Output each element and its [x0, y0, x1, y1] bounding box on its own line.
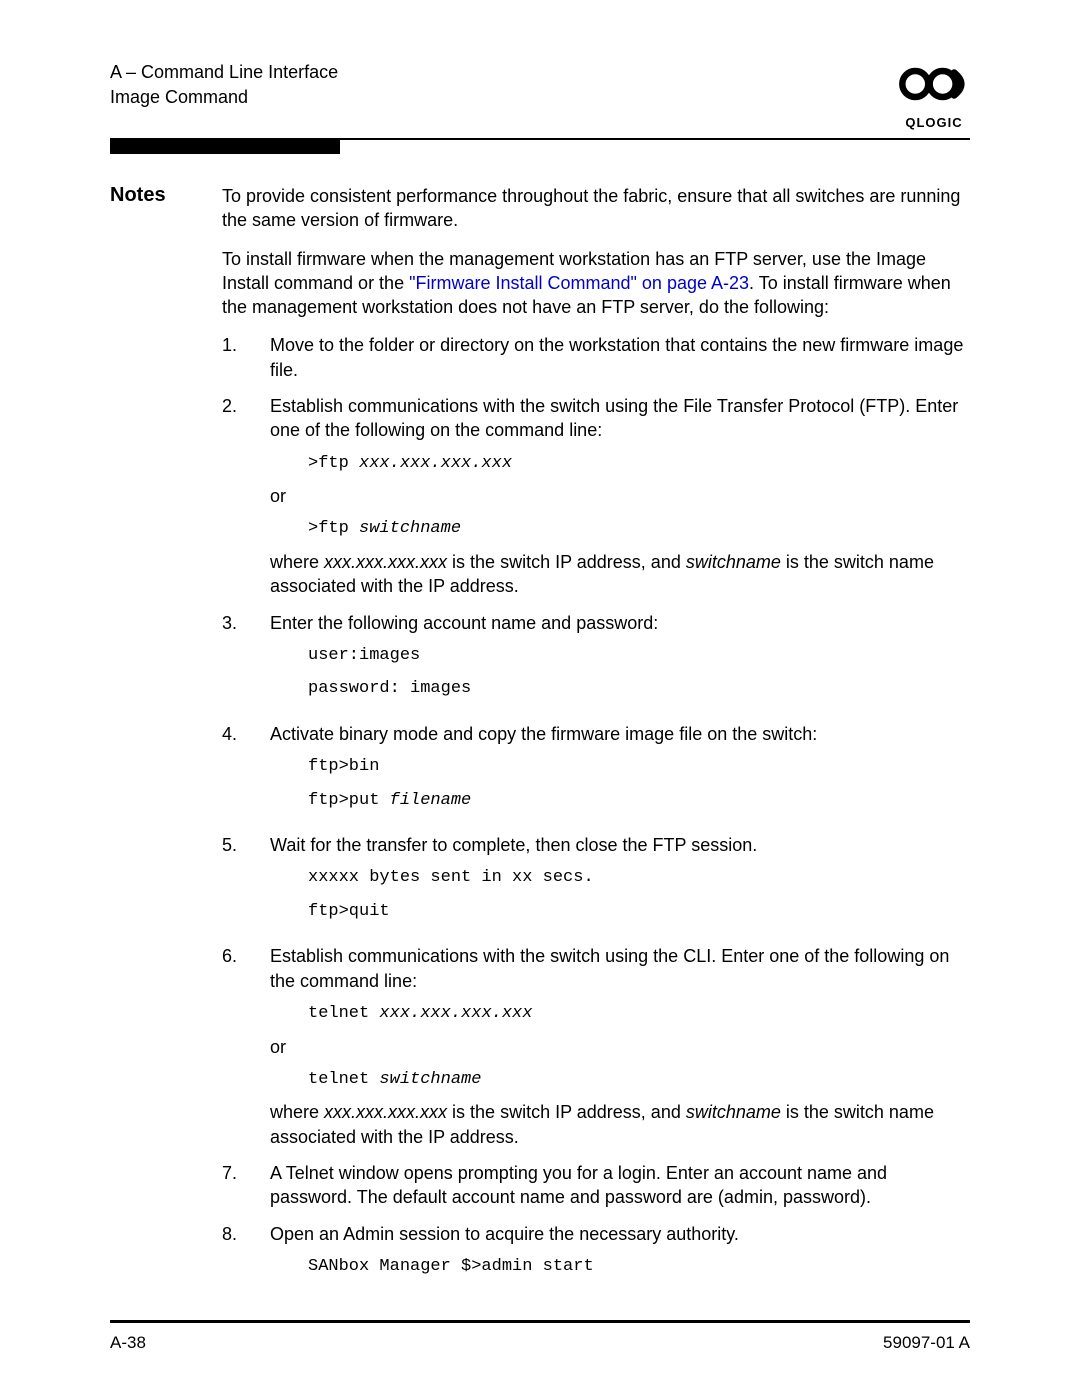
step-1-text: Move to the folder or directory on the w… [270, 333, 970, 382]
header-rule [110, 138, 970, 140]
step-4-text: Activate binary mode and copy the firmwa… [270, 722, 970, 746]
step-8-text: Open an Admin session to acquire the nec… [270, 1222, 970, 1246]
brand-logo: QLOGIC [898, 60, 970, 130]
step-3-code2: password: images [308, 676, 970, 702]
step-2-code1: >ftp xxx.xxx.xxx.xxx [308, 451, 970, 477]
step-2: Establish communications with the switch… [222, 394, 970, 598]
step-7-text: A Telnet window opens prompting you for … [270, 1161, 970, 1210]
step-3-code1: user:images [308, 643, 970, 669]
step-3: Enter the following account name and pas… [222, 611, 970, 710]
step-2-where: where xxx.xxx.xxx.xxx is the switch IP a… [270, 550, 970, 599]
step-8-code1: SANbox Manager $>admin start [308, 1254, 970, 1280]
step-2-text: Establish communications with the switch… [270, 394, 970, 443]
intro-p1: To provide consistent performance throug… [222, 184, 970, 233]
step-4-code2: ftp>put filename [308, 788, 970, 814]
step-6: Establish communications with the switch… [222, 944, 970, 1148]
step-6-text: Establish communications with the switch… [270, 944, 970, 993]
step-6-code1: telnet xxx.xxx.xxx.xxx [308, 1001, 970, 1027]
qlogic-icon [898, 60, 970, 108]
step-5: Wait for the transfer to complete, then … [222, 833, 970, 932]
step-6-where: where xxx.xxx.xxx.xxx is the switch IP a… [270, 1100, 970, 1149]
step-8: Open an Admin session to acquire the nec… [222, 1222, 970, 1288]
header-rule-bar [110, 140, 340, 154]
doc-number: 59097-01 A [883, 1333, 970, 1353]
step-4: Activate binary mode and copy the firmwa… [222, 722, 970, 821]
header-line2: Image Command [110, 85, 338, 110]
page-number: A-38 [110, 1333, 146, 1353]
notes-label: Notes [110, 184, 194, 1299]
step-2-code2: >ftp switchname [308, 516, 970, 542]
brand-text: QLOGIC [898, 115, 970, 130]
step-2-or: or [270, 484, 970, 508]
step-1: Move to the folder or directory on the w… [222, 333, 970, 382]
header-line1: A – Command Line Interface [110, 60, 338, 85]
step-5-text: Wait for the transfer to complete, then … [270, 833, 970, 857]
footer-rule [110, 1320, 970, 1323]
step-5-code1: xxxxx bytes sent in xx secs. [308, 865, 970, 891]
step-4-code1: ftp>bin [308, 754, 970, 780]
step-6-or: or [270, 1035, 970, 1059]
step-6-code2: telnet switchname [308, 1067, 970, 1093]
firmware-install-link[interactable]: "Firmware Install Command" on page A-23 [409, 273, 749, 293]
step-7: A Telnet window opens prompting you for … [222, 1161, 970, 1210]
intro-p2: To install firmware when the management … [222, 247, 970, 320]
step-3-text: Enter the following account name and pas… [270, 611, 970, 635]
step-5-code2: ftp>quit [308, 899, 970, 925]
